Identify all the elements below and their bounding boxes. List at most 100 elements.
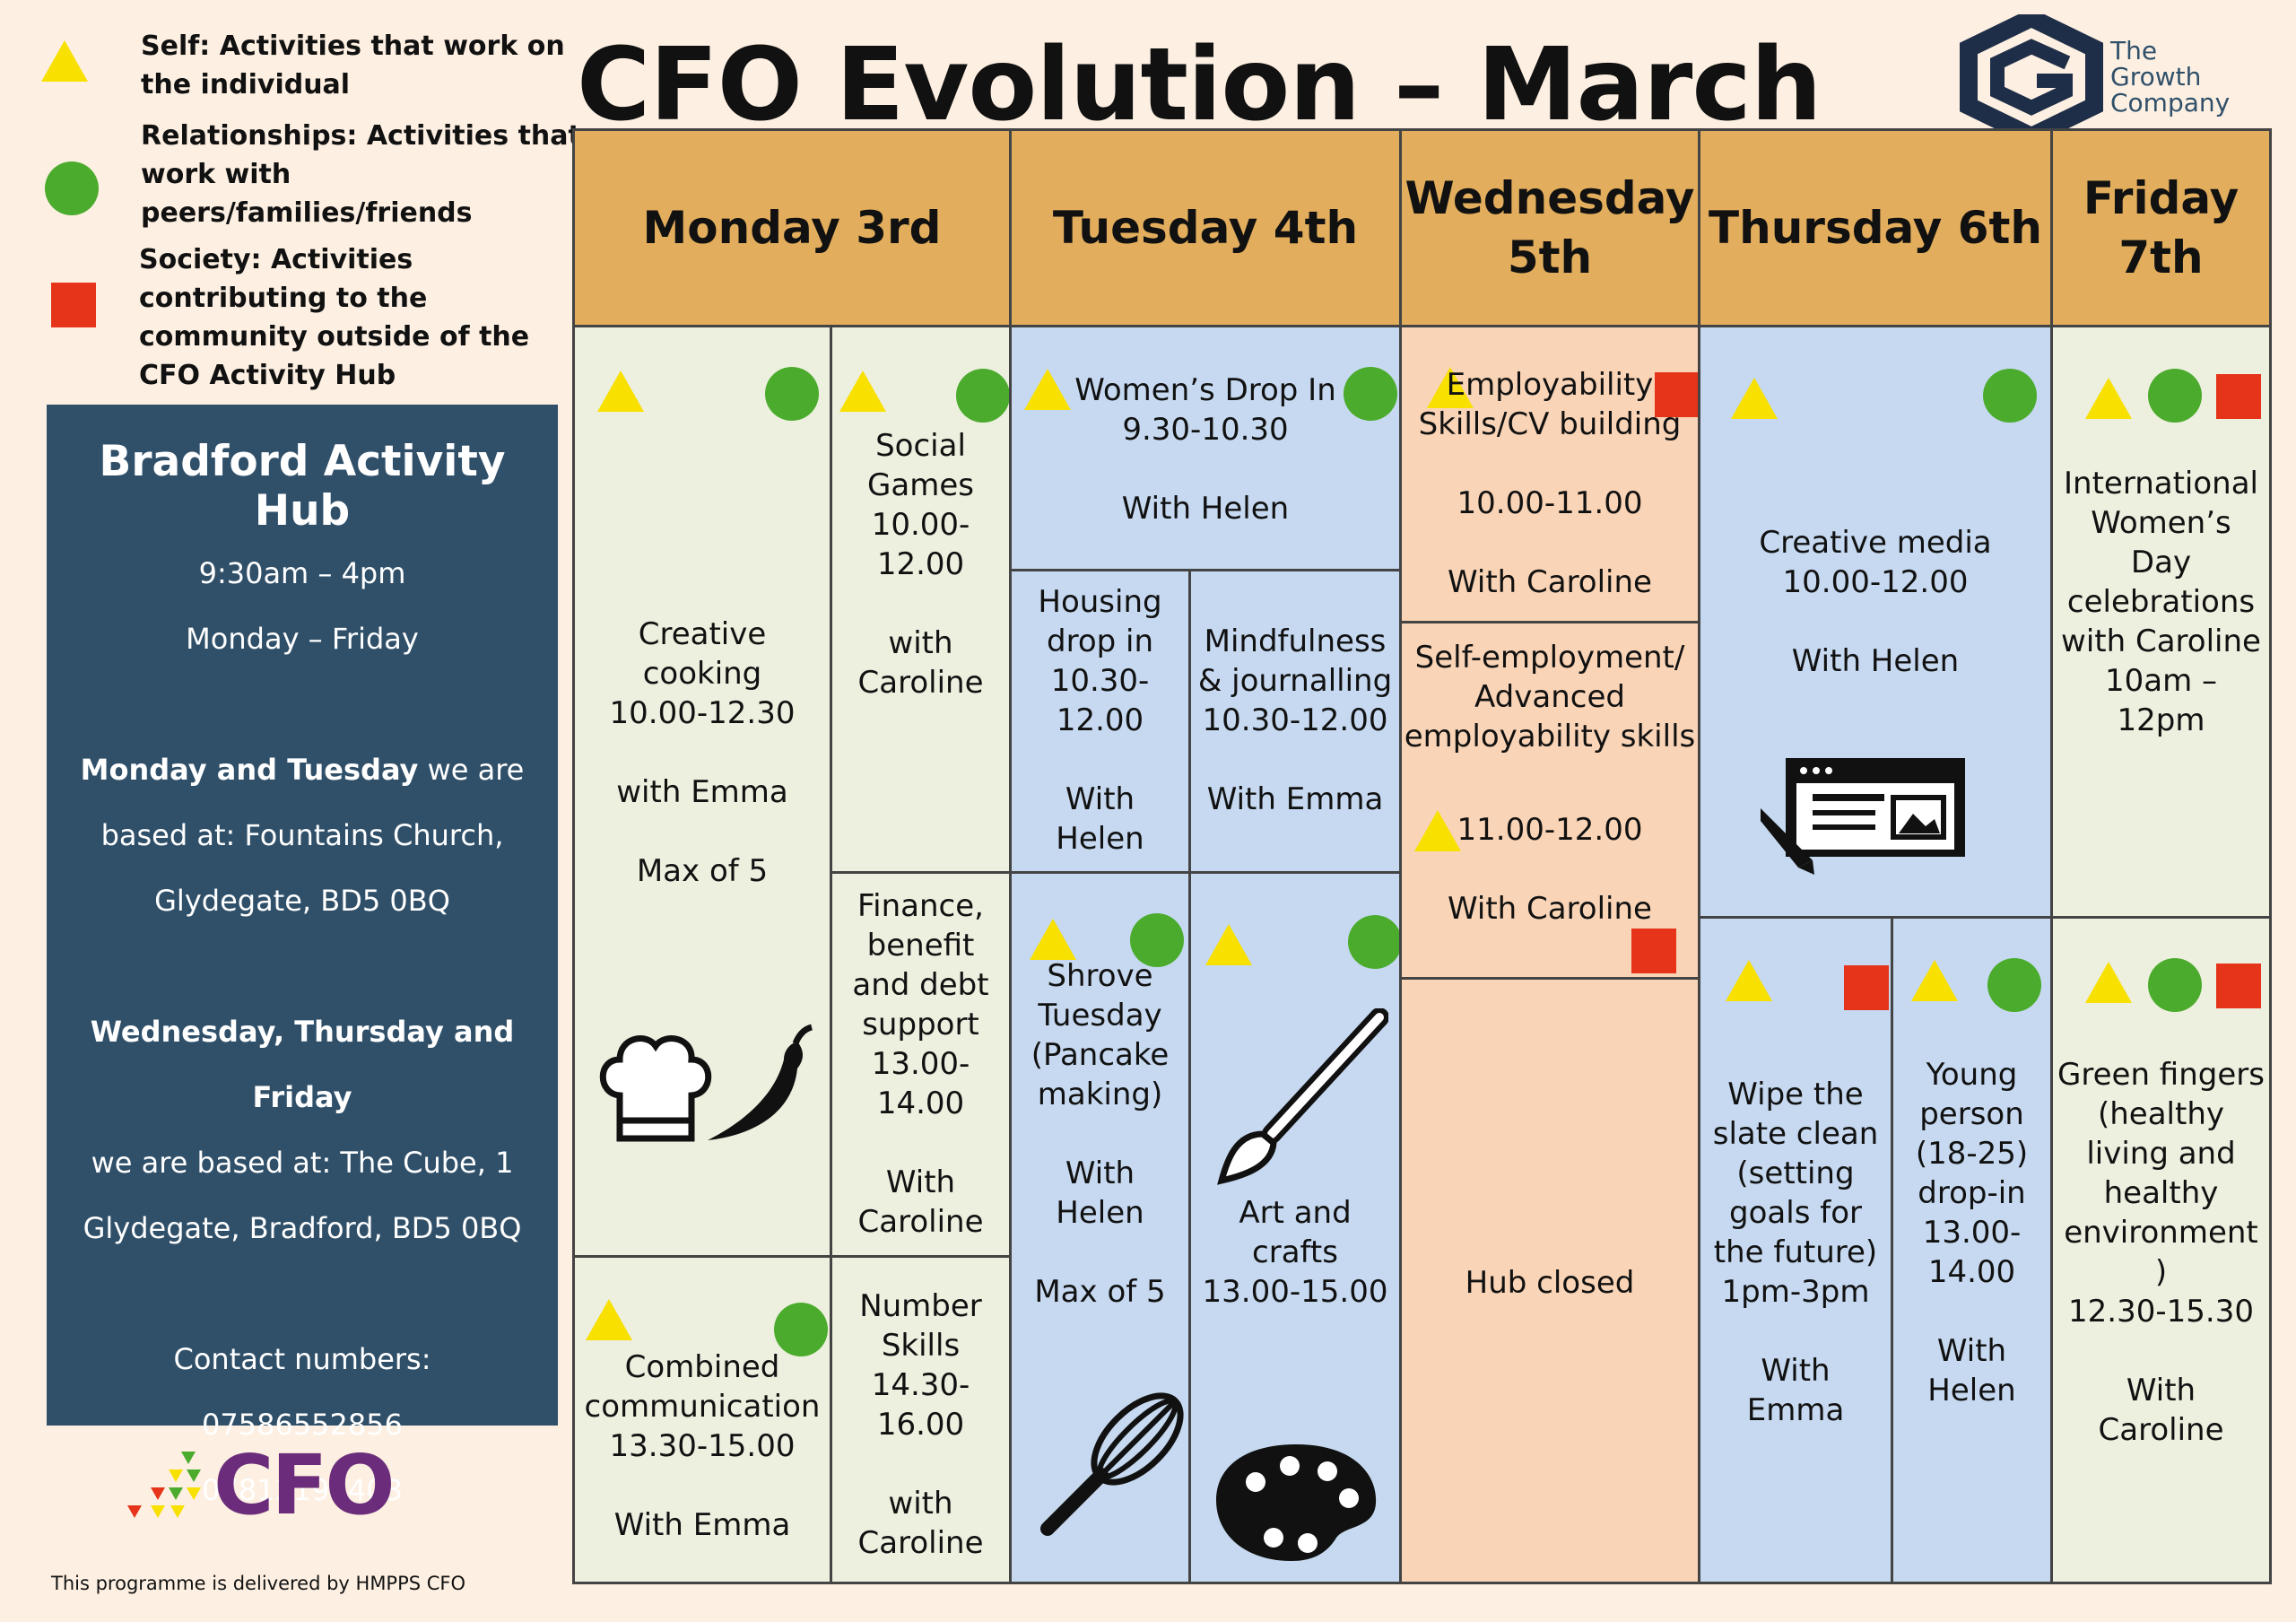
session-text: Creative media 10.00-12.00 With Helen <box>1759 525 1992 679</box>
session-text: Mindfulness & journalling 10.30-12.00 Wi… <box>1197 624 1393 817</box>
chef-hat-icon <box>599 1035 712 1142</box>
session-social-games: Social Games 10.00- 12.00 with Caroline <box>830 325 1012 874</box>
growth-company-logo-icon <box>1960 14 2103 140</box>
self-icon <box>1911 960 1958 1001</box>
society-icon <box>2216 374 2261 419</box>
session-text: Art and crafts 13.00-15.00 <box>1202 1195 1388 1310</box>
relationships-icon <box>956 369 1010 423</box>
self-icon <box>597 371 644 412</box>
chili-pepper-icon <box>708 1024 813 1140</box>
society-icon <box>1631 929 1676 973</box>
web-design-icon <box>1761 758 1965 875</box>
relationships-icon <box>2148 958 2202 1012</box>
session-text: Housing drop in 10.30- 12.00 With Helen <box>1038 584 1162 857</box>
session-text: Wipe the slate clean (setting goals for … <box>1712 1077 1879 1428</box>
society-icon <box>1655 372 1700 417</box>
hub-days: Monday – Friday <box>186 622 419 656</box>
self-legend-triangle-icon <box>41 40 88 82</box>
hub-mt-line2: based at: Fountains Church, <box>100 818 504 852</box>
relationships-icon <box>765 367 819 421</box>
relationships-icon <box>1983 369 2037 423</box>
header-friday: Friday 7th <box>2050 128 2272 327</box>
timetable-grid: Monday 3rd Tuesday 4th Wednesday 5th Thu… <box>572 128 2272 1584</box>
hub-mt-line1: Monday and Tuesday we are <box>80 753 525 787</box>
session-self-employment: Self-employment/ Advanced employability … <box>1399 621 1700 980</box>
legend-self-text: Self: Activities that work on the indivi… <box>141 31 565 100</box>
session-number-skills: Number Skills 14.30- 16.00 with Caroline <box>830 1255 1012 1584</box>
hub-wtf-line3: Glydegate, Bradford, BD5 0BQ <box>83 1211 522 1245</box>
relationships-icon <box>1344 367 1397 421</box>
session-text: Self-employment/ Advanced employability … <box>1404 640 1696 754</box>
hub-wtf-line1: Wednesday, Thursday and Friday <box>90 1015 515 1114</box>
self-icon <box>1030 919 1076 960</box>
session-young-person-drop-in: Young person (18-25) drop-in 13.00- 14.0… <box>1891 916 2053 1584</box>
session-creative-media: Creative media 10.00-12.00 With Helen <box>1698 325 2053 919</box>
relationships-icon <box>1130 913 1184 967</box>
self-icon <box>1731 378 1778 419</box>
paintbrush-icon <box>1217 1008 1388 1185</box>
session-art-and-crafts: Art and crafts 13.00-15.00 <box>1188 871 1402 1584</box>
hub-mt-line3: Glydegate, BD5 0BQ <box>154 884 450 918</box>
page-title: CFO Evolution – March <box>577 27 1822 144</box>
whisk-icon <box>1040 1392 1184 1536</box>
self-icon <box>1024 369 1071 410</box>
header-monday: Monday 3rd <box>572 128 1012 327</box>
session-text: Creative cooking 10.00-12.30 with Emma M… <box>609 616 796 889</box>
session-text: International Women’s Day celebrations w… <box>2061 466 2261 738</box>
hub-title: Bradford Activity Hub <box>99 437 506 536</box>
cfo-logo-triangles-icon <box>127 1452 201 1518</box>
hub-hours: 9:30am – 4pm <box>198 556 406 590</box>
session-housing-drop-in: Housing drop in 10.30- 12.00 With Helen <box>1009 569 1191 874</box>
session-employability-skills: Employability Skills/CV building 10.00-1… <box>1399 325 1700 624</box>
self-icon <box>2085 378 2132 419</box>
session-text: Number Skills 14.30- 16.00 with Caroline <box>857 1288 984 1561</box>
bradford-hub-info-box: Bradford Activity Hub 9:30am – 4pm Monda… <box>47 405 558 1507</box>
relationships-icon <box>774 1303 828 1356</box>
session-text: Finance, benefit and debt support 13.00-… <box>852 888 989 1240</box>
session-text: Combined communication 13.30-15.00 With … <box>584 1349 821 1543</box>
session-combined-communication: Combined communication 13.30-15.00 With … <box>572 1255 832 1584</box>
session-finance-support: Finance, benefit and debt support 13.00-… <box>830 871 1012 1258</box>
growth-company-logo-text: The Growth Company <box>2110 36 2231 118</box>
cfo-logo: CFO <box>126 1437 396 1533</box>
relationships-icon <box>1348 915 1402 969</box>
society-legend-square-icon <box>51 283 96 327</box>
session-text: 11.00-12.00 With Caroline <box>1448 812 1652 927</box>
session-wipe-the-slate-clean: Wipe the slate clean (setting goals for … <box>1698 916 1893 1584</box>
hub-phone-1: 07586552856 <box>202 1408 403 1442</box>
self-icon <box>586 1299 632 1340</box>
session-text: Employability Skills/CV building 10.00-1… <box>1418 367 1682 600</box>
session-womens-drop-in: Women’s Drop In 9.30-10.30 With Helen <box>1009 325 1402 571</box>
session-shrove-tuesday: Shrove Tuesday (Pancake making) With Hel… <box>1009 871 1191 1584</box>
session-international-womens-day: International Women’s Day celebrations w… <box>2050 325 2272 919</box>
society-icon <box>1844 965 1889 1010</box>
paint-palette-icon <box>1216 1444 1377 1561</box>
hub-contact-label: Contact numbers: <box>173 1342 431 1376</box>
session-text: Social Games 10.00- 12.00 with Caroline <box>857 428 984 701</box>
header-thursday: Thursday 6th <box>1698 128 2053 327</box>
society-icon <box>2216 964 2261 1008</box>
cfo-logo-text: CFO <box>213 1437 396 1533</box>
session-text: Green fingers (healthy living and health… <box>2057 1057 2265 1448</box>
self-icon <box>1726 960 1772 1001</box>
self-icon <box>1205 924 1252 965</box>
session-creative-cooking: Creative cooking 10.00-12.30 with Emma M… <box>572 325 832 1258</box>
session-text: Hub closed <box>1465 1265 1635 1301</box>
legend-relationships-text: Relationships: Activities that work with… <box>141 120 581 229</box>
self-icon <box>1427 367 1474 408</box>
self-icon <box>1414 810 1461 851</box>
header-wednesday: Wednesday 5th <box>1399 128 1700 327</box>
footer-text: This programme is delivered by HMPPS CFO <box>51 1573 466 1594</box>
legend-society-text: Society: Activities contributing to the … <box>139 244 530 391</box>
session-text: Women’s Drop In 9.30-10.30 With Helen <box>1074 372 1336 527</box>
self-icon <box>839 371 886 412</box>
self-icon <box>2085 962 2132 1003</box>
relationships-legend-circle-icon <box>45 161 99 215</box>
relationships-icon <box>2148 369 2202 423</box>
hub-phone-2: 07813197403 <box>202 1473 403 1507</box>
session-hub-closed: Hub closed <box>1399 977 1700 1584</box>
session-text: Shrove Tuesday (Pancake making) With Hel… <box>1031 958 1170 1310</box>
hub-wtf-line2: we are based at: The Cube, 1 <box>91 1146 514 1180</box>
session-green-fingers: Green fingers (healthy living and health… <box>2050 916 2272 1584</box>
header-tuesday: Tuesday 4th <box>1009 128 1402 327</box>
